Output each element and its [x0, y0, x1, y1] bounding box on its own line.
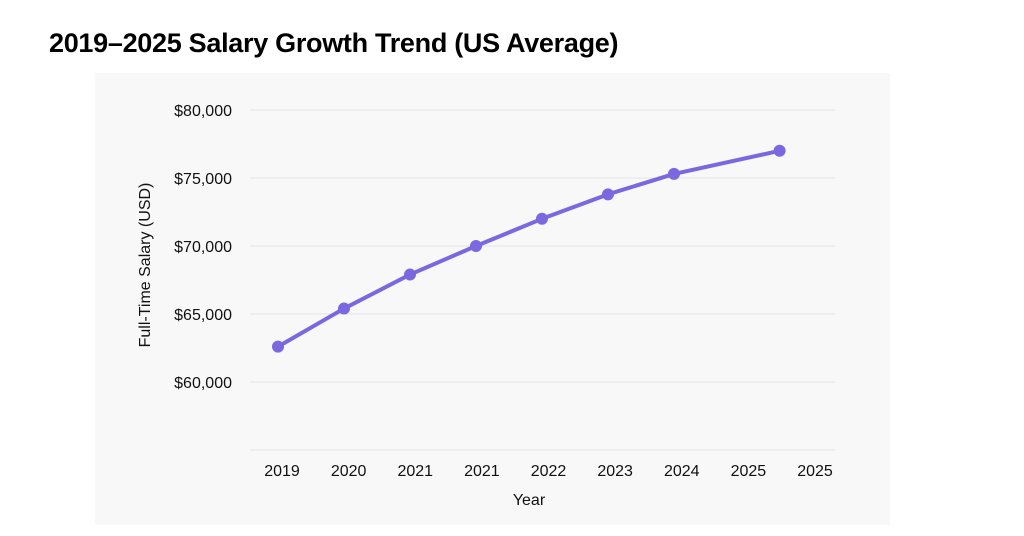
y-axis-ticks: $60,000 $65,000 $70,000 $75,000 $80,000: [174, 103, 232, 392]
y-tick-label: $65,000: [174, 307, 232, 324]
data-point: [272, 340, 284, 353]
x-axis-ticks: 2019 2020 2021 2021 2022 2023 2024 2025 2025: [264, 463, 833, 480]
data-point: [602, 188, 614, 201]
line-chart: $60,000 $65,000 $70,000 $75,000 $80,000 2019…: [137, 103, 835, 509]
data-point: [470, 240, 482, 252]
data-point: [404, 268, 416, 281]
data-point: [773, 144, 786, 157]
y-tick-label: $60,000: [174, 375, 232, 392]
data-point: [338, 302, 350, 315]
x-tick-label: 2021: [397, 463, 433, 480]
y-tick-label: $75,000: [174, 171, 232, 188]
x-tick-label: 2022: [531, 463, 567, 480]
x-tick-label: 2019: [264, 463, 300, 480]
y-tick-label: $70,000: [174, 239, 232, 256]
x-tick-label: 2025: [731, 463, 767, 480]
x-tick-label: 2025: [797, 463, 833, 480]
series-line: [276, 148, 782, 349]
x-tick-label: 2024: [664, 463, 700, 480]
y-tick-label: $80,000: [174, 103, 232, 120]
chart-title: 2019–2025 Salary Growth Trend (US Averag…: [49, 28, 619, 58]
x-tick-label: 2023: [597, 463, 633, 480]
x-tick-label: 2020: [331, 463, 367, 480]
grid-lines: [250, 109, 835, 451]
y-axis-label: Full-Time Salary (USD): [137, 183, 154, 348]
data-point: [668, 167, 680, 180]
chart-panel: $60,000 $65,000 $70,000 $75,000 $80,000 2019…: [95, 73, 890, 525]
x-tick-label: 2021: [464, 463, 500, 480]
data-point: [536, 212, 548, 225]
x-axis-label: Year: [513, 492, 546, 509]
series-salary: [272, 144, 786, 353]
